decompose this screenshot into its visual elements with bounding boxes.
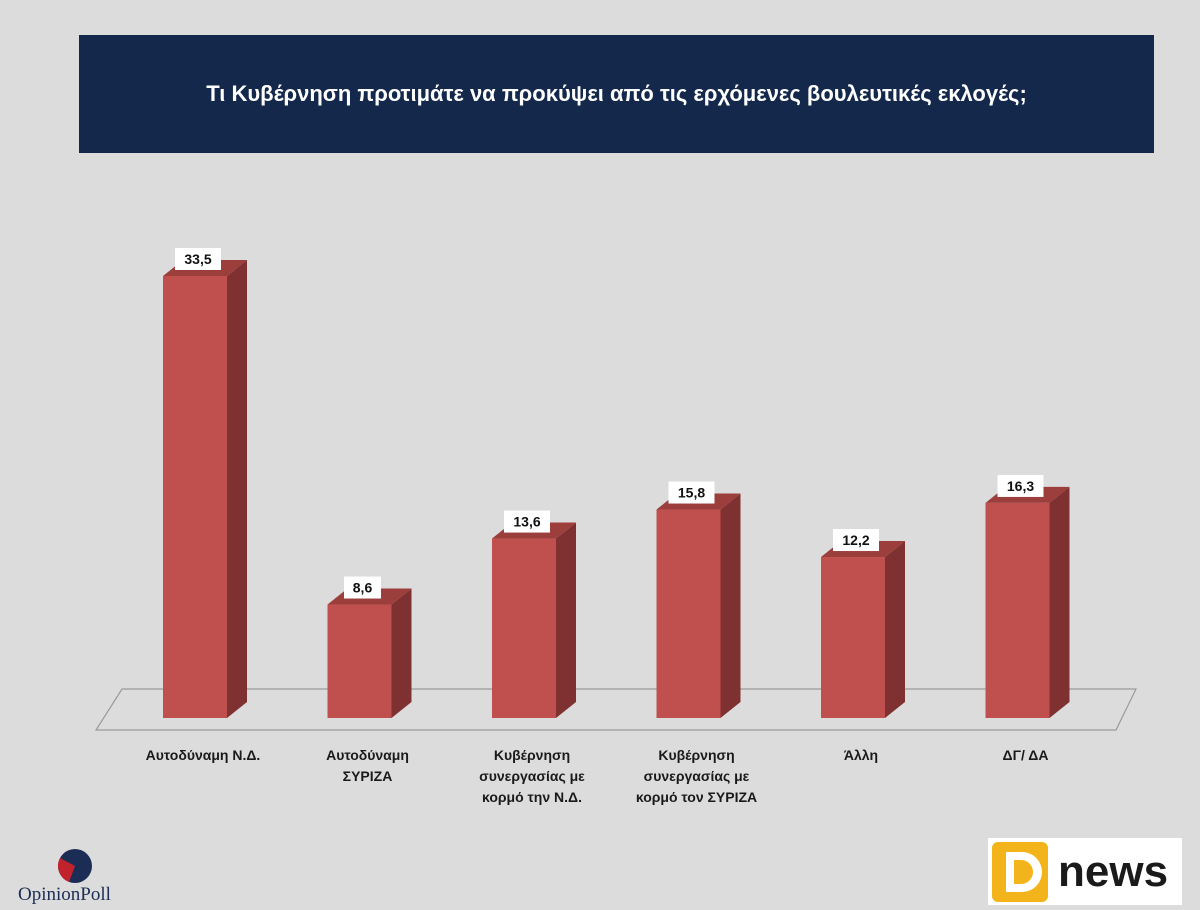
publisher-logo: news — [988, 838, 1182, 905]
bar-side — [556, 522, 576, 718]
category-label: συνεργασίας με — [479, 768, 585, 784]
bar — [163, 276, 227, 718]
bar — [327, 604, 392, 718]
bar-side — [227, 260, 247, 718]
data-label: 12,2 — [842, 532, 869, 548]
category-label: Άλλη — [844, 747, 878, 763]
opinionpoll-logo-icon — [57, 849, 92, 883]
publisher-word: news — [1058, 847, 1168, 896]
data-label-box — [833, 529, 879, 552]
chart-floor — [94, 688, 1137, 731]
data-label: 15,8 — [678, 485, 705, 501]
data-label-box — [668, 481, 715, 504]
data-label-box — [997, 474, 1044, 497]
bar-side — [885, 541, 905, 718]
bar — [821, 557, 885, 718]
category-label: ΣΥΡΙΖΑ — [343, 768, 393, 784]
data-label: 33,5 — [184, 251, 211, 267]
bar-side — [1049, 486, 1070, 718]
category-label: κορμό την Ν.Δ. — [482, 789, 582, 805]
category-label: ΔΓ/ ΔΑ — [1003, 747, 1049, 763]
category-label: συνεργασίας με — [644, 768, 750, 784]
data-label: 13,6 — [513, 514, 540, 530]
data-label: 16,3 — [1007, 478, 1034, 494]
data-label-box — [175, 248, 221, 270]
bar — [985, 502, 1050, 718]
pollster-name: OpinionPoll — [18, 884, 111, 905]
data-label-box — [504, 510, 550, 533]
category-label: Κυβέρνηση — [494, 747, 570, 763]
category-label: Αυτοδύναμη Ν.Δ. — [146, 747, 261, 763]
category-label: κορμό τον ΣΥΡΙΖΑ — [636, 789, 757, 805]
chart-title: Τι Κυβέρνηση προτιμάτε να προκύψει από τ… — [206, 81, 1027, 106]
bar — [656, 509, 721, 718]
bar — [492, 538, 556, 718]
dnews-logo-icon: news — [992, 842, 1168, 902]
data-label-box — [344, 576, 381, 599]
category-label: Κυβέρνηση — [658, 747, 734, 763]
title-banner: Τι Κυβέρνηση προτιμάτε να προκύψει από τ… — [79, 35, 1154, 153]
bar-side — [720, 493, 741, 718]
category-label: Αυτοδύναμη — [326, 747, 409, 763]
bar-side — [391, 588, 412, 718]
data-label: 8,6 — [353, 580, 373, 596]
